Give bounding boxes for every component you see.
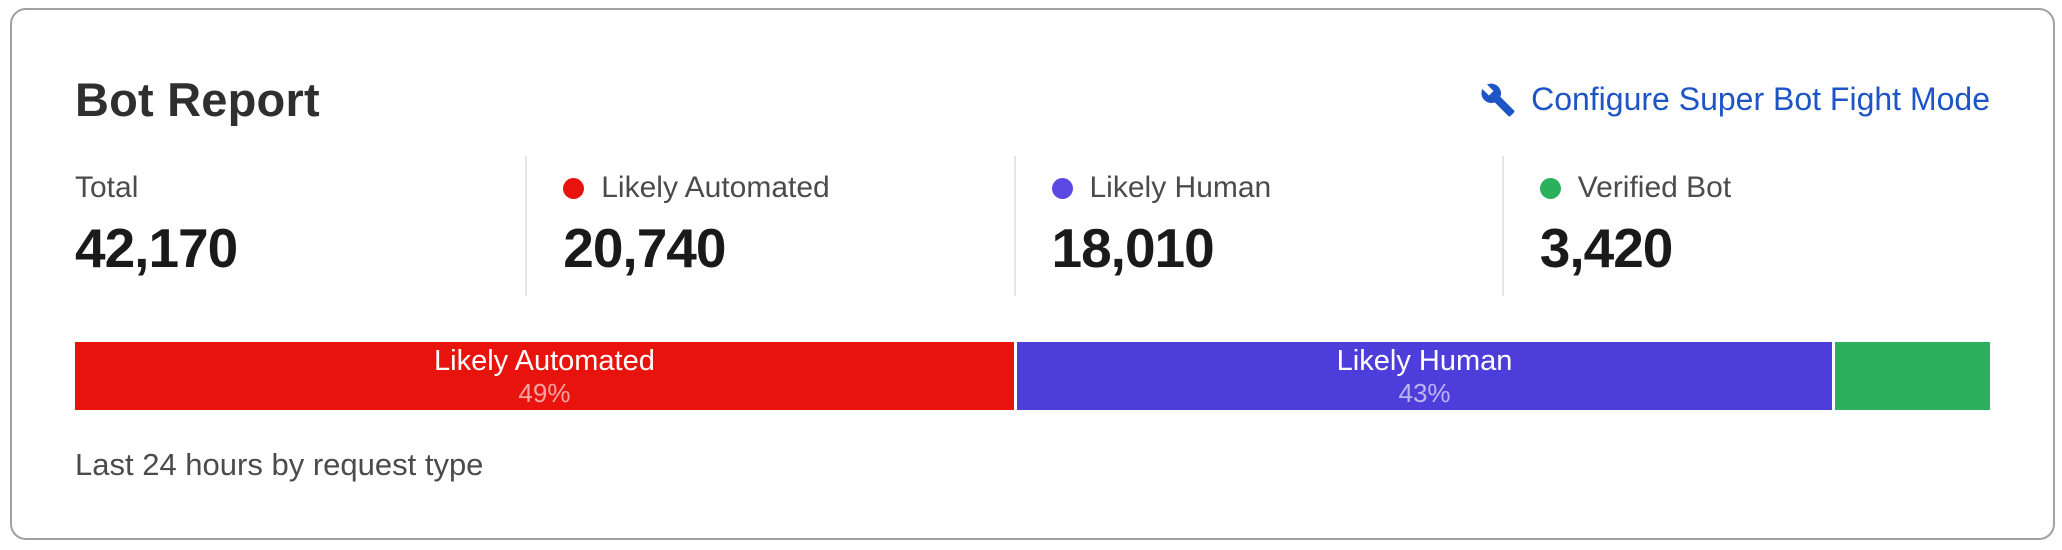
stat-label-text: Likely Automated (601, 171, 830, 204)
stat-label: Verified Bot (1539, 170, 1970, 206)
chart-caption: Last 24 hours by request type (75, 447, 484, 482)
stat-value: 3,420 (1539, 217, 1674, 279)
bar-segment-likely-human: Likely Human 43% (1016, 342, 1833, 410)
page-title: Bot Report (75, 73, 320, 126)
stat-value: 18,010 (1051, 217, 1215, 279)
stat-value: 20,740 (563, 217, 726, 279)
stacked-bar: Likely Automated 49% Likely Human 43% (75, 342, 1990, 410)
stat-value: 42,170 (75, 217, 238, 279)
stat-verified-bot: Verified Bot 3,420 (1501, 156, 1990, 296)
stat-label: Likely Human (1051, 170, 1482, 206)
bar-segment-verified-bot (1835, 342, 1990, 410)
stat-dot (1051, 177, 1073, 199)
stat-total: Total 42,170 (75, 156, 525, 296)
configure-link-label: Configure Super Bot Fight Mode (1531, 81, 1990, 117)
stat-label-text: Total (75, 171, 139, 204)
stat-label: Likely Automated (563, 170, 993, 206)
configure-super-bot-fight-mode-link[interactable]: Configure Super Bot Fight Mode (1480, 81, 1990, 118)
bot-report-card: Bot Report Configure Super Bot Fight Mod… (10, 8, 2055, 540)
stats-row: Total 42,170 Likely Automated 20,740 Lik… (75, 156, 1990, 296)
stat-likely-human: Likely Human 18,010 (1013, 156, 1502, 296)
stat-likely-automated: Likely Automated 20,740 (525, 156, 1013, 296)
wrench-icon (1481, 83, 1515, 116)
stat-label-text: Verified Bot (1577, 171, 1732, 204)
bar-segment-likely-automated: Likely Automated 49% (75, 342, 1014, 410)
stat-dot (563, 177, 585, 199)
stat-label: Total (75, 170, 505, 206)
stat-dot (1539, 177, 1561, 199)
stat-label-text: Likely Human (1089, 171, 1272, 204)
card-header: Bot Report Configure Super Bot Fight Mod… (75, 72, 1990, 127)
